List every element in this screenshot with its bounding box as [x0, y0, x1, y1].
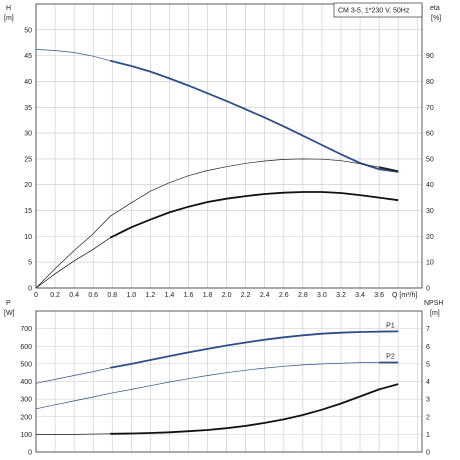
top-left-tick-label: 5 [28, 260, 32, 267]
top-left-axis-unit: [m] [4, 15, 14, 22]
x-tick-label: 0.6 [88, 292, 98, 299]
top-right-tick-label: 10 [426, 260, 434, 267]
bottom-plot-frame [35, 310, 423, 453]
bottom-left-tick-label: 600 [20, 344, 32, 351]
x-tick-label: 1.8 [203, 292, 213, 299]
top-right-axis-title: eta [430, 5, 440, 12]
x-tick-label: 3.4 [355, 292, 365, 299]
top-series-0-operating-range [110, 59, 399, 173]
bottom-right-tick-label: 0 [426, 450, 430, 457]
x-tick-label: 1.6 [184, 292, 194, 299]
top-left-tick-label: 45 [24, 53, 32, 60]
top-left-tick-label: 40 [24, 79, 32, 86]
bottom-right-tick-label: 2 [426, 414, 430, 421]
tick-labels: 0510152025303540455001020304050607080900… [20, 27, 434, 456]
bottom-left-axis-unit: [W] [4, 310, 15, 317]
top-right-tick-label: 0 [426, 286, 430, 293]
top-right-tick-label: 70 [426, 105, 434, 112]
top-left-tick-label: 10 [24, 234, 32, 241]
x-tick-label: 0.8 [107, 292, 117, 299]
x-tick-label: 1.2 [146, 292, 156, 299]
top-grid [35, 4, 422, 289]
bottom-right-tick-label: 5 [426, 361, 430, 368]
top-left-tick-label: 50 [24, 27, 32, 34]
top-left-tick-label: 25 [24, 156, 32, 163]
top-series-1-line [35, 158, 399, 289]
bottom-left-axis-title: P [6, 300, 11, 307]
plot-frames [35, 3, 423, 453]
top-right-tick-label: 80 [426, 79, 434, 86]
top-right-tick-label: 60 [426, 131, 434, 138]
top-left-axis-title: H [6, 5, 11, 12]
legend-box [333, 2, 423, 18]
bottom-right-axis-unit: [m] [430, 310, 440, 317]
top-right-tick-label: 40 [426, 182, 434, 189]
top-left-tick-label: 35 [24, 105, 32, 112]
top-left-tick-label: 0 [28, 286, 32, 293]
bottom-series-0-operating-range [110, 330, 399, 369]
bottom-right-tick-label: 1 [426, 432, 430, 439]
bottom-right-tick-label: 6 [426, 344, 430, 351]
bottom-left-tick-label: 100 [20, 432, 32, 439]
top-right-axis-unit: [%] [431, 15, 441, 22]
bottom-left-tick-label: 400 [20, 379, 32, 386]
x-tick-label: 0.2 [50, 292, 60, 299]
top-left-tick-label: 20 [24, 182, 32, 189]
x-tick-label: 2.8 [298, 292, 308, 299]
bottom-series-2-operating-range [110, 383, 399, 435]
bottom-series-2-line [36, 383, 399, 435]
top-right-tick-label: 20 [426, 234, 434, 241]
x-tick-label: 2.2 [241, 292, 251, 299]
top-series-0-line [35, 49, 399, 173]
top-series-2-operating-range [109, 191, 399, 239]
bottom-right-axis-title: NPSH [424, 300, 443, 307]
bottom-left-tick-label: 0 [28, 450, 32, 457]
bottom-series-label-p2: P2 [386, 353, 395, 360]
bottom-series-0-line [35, 331, 399, 384]
top-left-tick-label: 30 [24, 131, 32, 138]
x-tick-label: 3.2 [336, 292, 346, 299]
legend-text: CM 3-5, 1*230 V, 50Hz [338, 8, 410, 15]
top-right-tick-label: 30 [426, 208, 434, 215]
bottom-left-tick-label: 700 [20, 326, 32, 333]
x-tick-label: 0 [34, 292, 38, 299]
top-left-tick-label: 15 [24, 208, 32, 215]
bottom-right-tick-label: 7 [426, 326, 430, 333]
bottom-right-tick-label: 4 [426, 379, 430, 386]
bottom-series-label-p1: P1 [386, 322, 395, 329]
top-right-tick-label: 90 [426, 53, 434, 60]
x-tick-label: 1.0 [126, 292, 136, 299]
top-series-2-line [35, 191, 399, 289]
bottom-left-tick-label: 500 [20, 361, 32, 368]
bottom-right-tick-label: 3 [426, 397, 430, 404]
x-tick-label: 1.4 [165, 292, 175, 299]
top-right-tick-label: 50 [426, 156, 434, 163]
x-tick-label: 2.4 [260, 292, 270, 299]
x-tick-label: 2.0 [222, 292, 232, 299]
bottom-grid [35, 311, 422, 453]
bottom-left-tick-label: 200 [20, 414, 32, 421]
top-plot-frame [35, 3, 423, 289]
bottom-series-1-line [35, 362, 399, 410]
top-series-1-operating-range [378, 166, 399, 173]
bottom-left-tick-label: 300 [20, 397, 32, 404]
x-tick-label: 0.4 [69, 292, 79, 299]
series-layer: P1 P2 [35, 49, 399, 435]
x-tick-label: 3.6 [374, 292, 384, 299]
top-x-axis-label: Q [m³/h] [392, 292, 417, 299]
x-tick-label: 3.0 [317, 292, 327, 299]
x-tick-label: 2.6 [279, 292, 289, 299]
